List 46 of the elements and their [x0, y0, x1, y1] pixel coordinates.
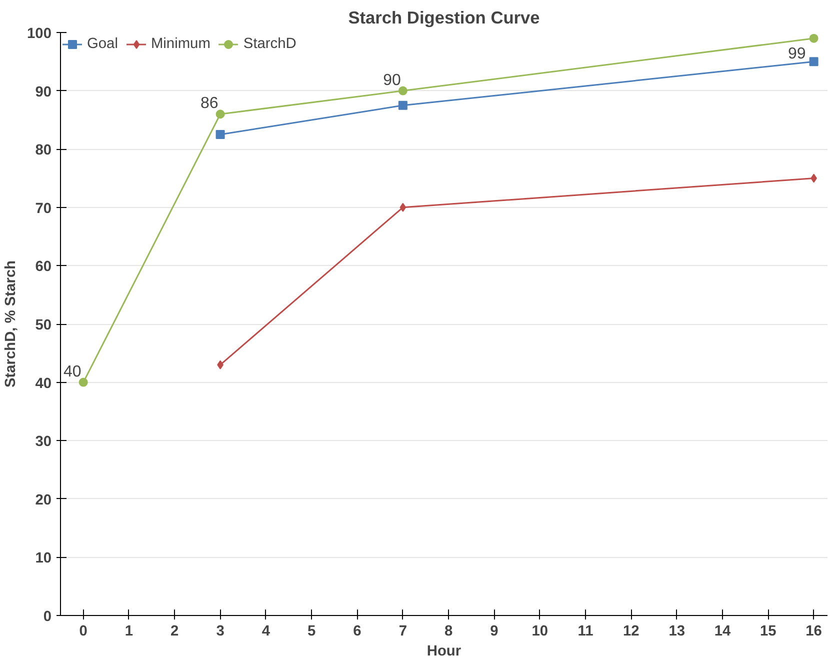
legend-label: Goal	[87, 36, 118, 52]
x-tick-label: 15	[760, 624, 776, 640]
x-tick-label: 0	[79, 624, 88, 640]
legend-label: StarchD	[243, 36, 296, 52]
point	[398, 86, 408, 96]
point	[216, 130, 225, 140]
y-tick-label: 40	[35, 376, 52, 392]
y-tick-label: 10	[35, 550, 52, 567]
x-tick-label: 4	[262, 624, 271, 640]
y-tick-label: 90	[35, 84, 52, 100]
point	[809, 57, 818, 66]
x-tick-label: 9	[490, 624, 498, 640]
y-tick-label: 30	[35, 434, 52, 450]
y-tick-label: 0	[43, 609, 52, 625]
x-tick-label: 11	[578, 624, 594, 640]
y-tick-label: 80	[35, 142, 52, 159]
x-tick-label: 8	[444, 624, 453, 640]
data-label: 99	[788, 45, 806, 62]
point	[398, 100, 408, 110]
y-tick-label: 60	[35, 259, 52, 276]
x-tick-label: 12	[623, 624, 640, 640]
point	[809, 34, 818, 43]
x-axis-title: Hour	[426, 644, 462, 660]
y-tick-label: 70	[35, 200, 52, 217]
x-tick-label: 16	[806, 624, 822, 640]
y-tick-label: 20	[35, 492, 52, 508]
x-tick-label: 1	[124, 624, 134, 640]
y-axis-title: StarchD, % Starch	[3, 260, 20, 388]
x-tick-label: 5	[308, 624, 316, 640]
x-tick-label: 14	[714, 624, 732, 640]
x-tick-label: 7	[398, 624, 407, 640]
x-tick-label: 13	[668, 624, 685, 640]
legend-label: Minimum	[150, 36, 210, 52]
point	[400, 202, 406, 212]
point	[216, 110, 225, 119]
y-tick-label: 50	[35, 318, 52, 334]
x-tick-label: 3	[216, 624, 224, 640]
point	[78, 378, 88, 387]
data-label: 40	[64, 363, 82, 380]
x-tick-label: 10	[532, 624, 548, 640]
x-tick-label: 6	[353, 624, 362, 640]
x-tick-label: 2	[170, 624, 179, 640]
chart-title: Starch Digestion Curve	[348, 8, 540, 28]
data-label: 90	[383, 72, 402, 89]
data-label: 86	[200, 95, 218, 112]
y-tick-label: 100	[27, 26, 52, 42]
